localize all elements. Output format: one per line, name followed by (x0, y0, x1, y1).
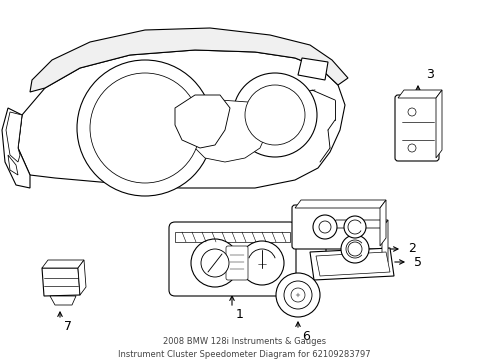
FancyBboxPatch shape (169, 222, 295, 296)
Circle shape (284, 281, 311, 309)
Polygon shape (50, 296, 76, 305)
Polygon shape (397, 90, 441, 98)
Text: 3: 3 (425, 68, 433, 81)
Text: 6: 6 (302, 330, 309, 343)
Circle shape (240, 241, 284, 285)
Circle shape (275, 273, 319, 317)
Polygon shape (187, 100, 267, 162)
Circle shape (244, 85, 305, 145)
Polygon shape (381, 220, 387, 270)
Text: 1: 1 (236, 309, 244, 321)
Circle shape (232, 73, 316, 157)
Polygon shape (297, 58, 327, 80)
FancyBboxPatch shape (291, 205, 382, 249)
Polygon shape (175, 95, 229, 148)
Polygon shape (2, 108, 30, 188)
Polygon shape (6, 112, 22, 162)
Polygon shape (42, 260, 84, 268)
Circle shape (407, 144, 415, 152)
Polygon shape (315, 252, 389, 276)
Text: 7: 7 (64, 320, 72, 333)
Circle shape (343, 216, 365, 238)
Polygon shape (18, 50, 345, 188)
FancyBboxPatch shape (394, 95, 438, 161)
Circle shape (340, 235, 368, 263)
Polygon shape (379, 200, 385, 246)
Circle shape (201, 249, 228, 277)
Polygon shape (309, 248, 393, 280)
Circle shape (347, 242, 361, 256)
Text: 2: 2 (407, 243, 415, 256)
Text: 4: 4 (322, 264, 329, 276)
Polygon shape (294, 200, 385, 208)
Polygon shape (42, 268, 80, 296)
FancyBboxPatch shape (325, 224, 385, 274)
Circle shape (312, 215, 336, 239)
Polygon shape (435, 90, 441, 158)
Text: 5: 5 (413, 256, 421, 269)
FancyBboxPatch shape (225, 246, 247, 280)
Circle shape (290, 288, 305, 302)
Polygon shape (175, 232, 289, 242)
Circle shape (191, 239, 239, 287)
Polygon shape (78, 260, 86, 295)
Circle shape (407, 108, 415, 116)
Circle shape (90, 73, 200, 183)
Circle shape (318, 221, 330, 233)
Polygon shape (329, 220, 387, 228)
Circle shape (77, 60, 213, 196)
Polygon shape (8, 155, 18, 175)
Polygon shape (30, 28, 347, 92)
Text: 2008 BMW 128i Instruments & Gauges
Instrument Cluster Speedometer Diagram for 62: 2008 BMW 128i Instruments & Gauges Instr… (118, 337, 370, 359)
